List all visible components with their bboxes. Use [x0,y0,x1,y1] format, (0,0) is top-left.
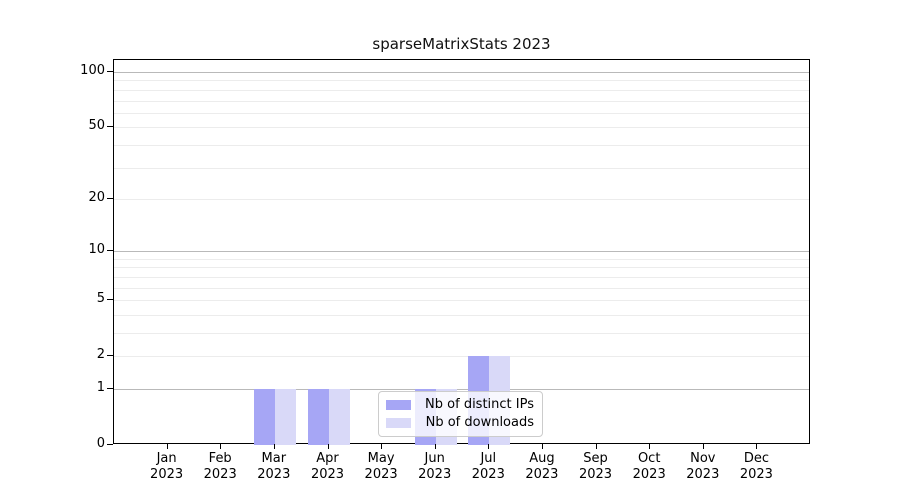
x-tick-month: Dec [743,451,769,466]
x-tick-label: Jul 2023 [456,451,520,483]
x-tick-mark [220,444,222,449]
y-tick-label: 100 [80,63,105,78]
x-tick-label: Aug 2023 [510,451,574,483]
x-tick-month: Feb [208,451,232,466]
x-tick-label: Dec 2023 [724,451,788,483]
bar-downloads-mar [274,389,296,445]
x-tick-mark [595,444,597,449]
x-tick-month: May [367,451,395,466]
y-tick-label: 1 [96,380,105,395]
y-tick-label: 2 [96,347,105,363]
y-tick-label: 5 [96,291,105,307]
x-tick-year: 2023 [686,467,720,482]
minor-gridline [114,198,809,200]
x-tick-label: Jun 2023 [403,451,467,483]
x-tick-mark [273,444,275,449]
x-tick-mark [756,444,758,449]
y-tick-label: 10 [88,242,105,258]
legend-swatch-downloads [386,418,411,428]
y-tick-label: 0 [96,436,105,451]
x-tick-mark [702,444,704,449]
x-tick-month: Jul [480,451,497,466]
x-tick-year: 2023 [632,467,666,482]
minor-gridline [114,112,809,114]
x-tick-year: 2023 [471,467,505,482]
x-tick-mark [381,444,383,449]
x-tick-label: Sep 2023 [564,451,628,483]
y-tick-mark [107,388,113,389]
legend: Nb of distinct IPs Nb of downloads [378,391,543,437]
x-tick-month: Sep [583,451,608,466]
x-tick-mark [541,444,543,449]
x-tick-label: May 2023 [349,451,413,483]
x-tick-year: 2023 [418,467,452,482]
x-tick-month: Mar [261,451,287,466]
x-tick-month: Nov [690,451,716,466]
y-tick-mark [107,299,113,301]
minor-gridline [114,89,809,91]
x-tick-year: 2023 [203,467,237,482]
x-tick-year: 2023 [525,467,559,482]
x-tick-year: 2023 [578,467,613,482]
minor-gridline [114,80,809,82]
legend-label-distinct-ips: Nb of distinct IPs [425,397,534,412]
x-tick-mark [434,444,436,449]
x-tick-year: 2023 [150,467,184,482]
minor-gridline [114,258,809,260]
x-tick-mark [166,444,168,449]
x-tick-year: 2023 [257,467,291,482]
x-tick-year: 2023 [364,467,398,482]
y-tick-mark [107,71,113,72]
x-tick-label: Feb 2023 [188,451,252,483]
x-tick-year: 2023 [310,467,345,482]
legend-entry-downloads: Nb of downloads [386,415,534,431]
minor-gridline [114,100,809,102]
x-tick-month: Apr [316,451,339,466]
major-gridline [114,72,809,73]
minor-gridline [114,356,809,358]
y-tick-mark [107,444,113,445]
x-tick-month: Aug [529,451,555,466]
x-tick-month: Jan [156,451,177,466]
bar-distinct-ips-mar [253,389,275,445]
chart-title: sparseMatrixStats 2023 [372,35,551,53]
y-tick-mark [107,250,113,252]
plot-area [113,59,810,445]
minor-gridline [114,300,809,302]
x-tick-label: Jan 2023 [135,451,199,483]
legend-entry-distinct-ips: Nb of distinct IPs [386,397,534,413]
minor-gridline [114,276,809,278]
minor-gridline [114,167,809,169]
minor-gridline [114,127,809,129]
x-tick-mark [488,444,490,449]
minor-gridline [114,314,809,316]
x-tick-label: Mar 2023 [242,451,306,483]
minor-gridline [114,333,809,334]
x-tick-month: Oct [637,451,661,466]
y-tick-label: 50 [88,118,105,134]
legend-label-downloads: Nb of downloads [425,415,534,430]
legend-swatch-distinct-ips [386,400,411,410]
x-tick-month: Jun [424,451,445,466]
major-gridline [114,389,809,390]
minor-gridline [114,287,809,289]
y-tick-label: 20 [88,189,105,205]
major-gridline [114,251,809,253]
y-tick-mark [107,355,113,357]
x-tick-mark [649,444,651,449]
x-tick-label: Apr 2023 [296,451,360,483]
x-tick-mark [327,444,329,449]
minor-gridline [114,144,809,146]
bar-downloads-apr [328,389,350,445]
y-tick-mark [107,197,113,199]
x-tick-label: Oct 2023 [617,451,681,483]
minor-gridline [114,267,809,269]
x-tick-year: 2023 [739,467,773,482]
y-tick-mark [107,126,113,128]
x-tick-label: Nov 2023 [671,451,735,483]
bar-distinct-ips-apr [307,389,329,445]
